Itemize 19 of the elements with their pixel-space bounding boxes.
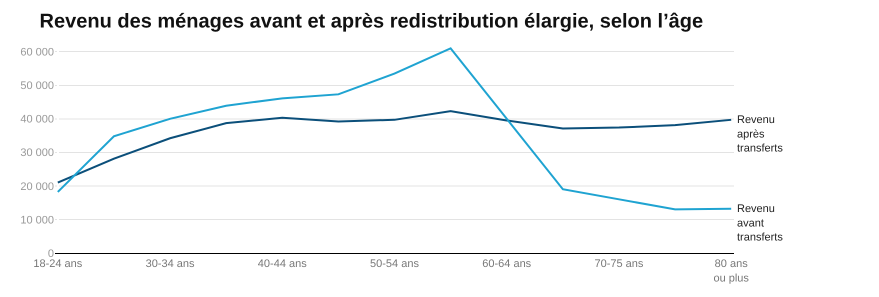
y-tick-label: 0 xyxy=(48,248,54,260)
y-tick-label: 40 000 xyxy=(20,114,54,126)
y-tick-label: 10 000 xyxy=(20,214,54,226)
y-tick-label: 50 000 xyxy=(20,80,54,92)
x-tick-label: 18-24 ans xyxy=(33,258,83,270)
y-tick-label: 60 000 xyxy=(20,46,54,59)
x-tick-label: 40-44 ans xyxy=(258,258,308,270)
x-tick-label: 30-34 ans xyxy=(146,258,195,270)
series-label: Revenu après transferts xyxy=(737,114,784,155)
x-tick-label: 70-75 ans xyxy=(594,258,644,270)
y-tick-label: 20 000 xyxy=(20,180,54,193)
series-label: Revenu avant transferts xyxy=(737,203,784,244)
x-tick-label: 50-54 ans xyxy=(370,258,420,270)
x-tick-label: 60-64 ans xyxy=(482,258,532,270)
x-tick-label: 80 ans ou plus xyxy=(713,258,750,284)
line-series xyxy=(56,47,732,210)
y-tick-label: 30 000 xyxy=(20,147,54,160)
line-series xyxy=(56,110,732,184)
chart-title: Revenu des ménages avant et après redistribution élargie, selon l’âge xyxy=(40,10,704,32)
